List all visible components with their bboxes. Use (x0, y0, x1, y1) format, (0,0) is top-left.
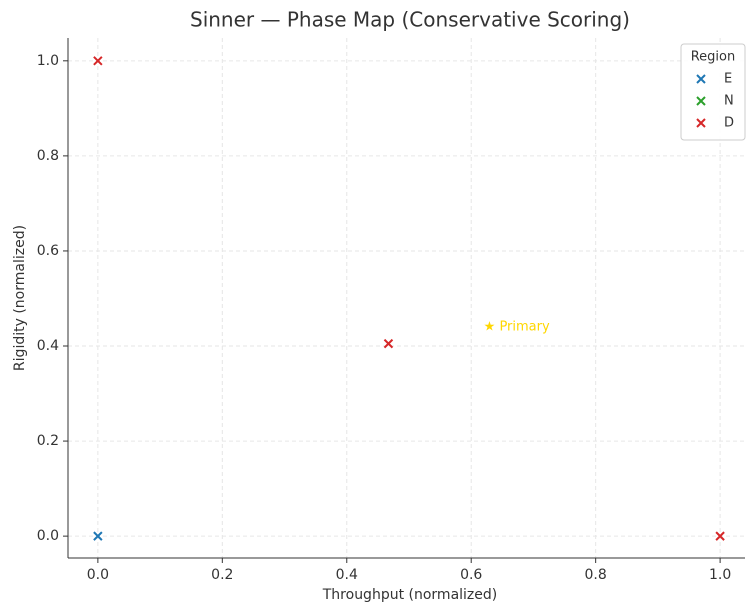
legend-marker (696, 118, 706, 128)
legend-marker (696, 74, 706, 84)
y-tick-label: 0.8 (37, 148, 59, 164)
point (93, 56, 103, 66)
x-tick-label: 0.2 (211, 567, 233, 583)
y-axis-label: Rigidity (normalized) (12, 225, 28, 371)
x-tick-label: 0.4 (336, 567, 358, 583)
point (93, 531, 103, 541)
legend-label: N (724, 94, 734, 109)
x-tick-label: 0.8 (585, 567, 607, 583)
point (715, 531, 725, 541)
y-tick-label: 0.6 (37, 243, 59, 259)
legend-label: D (724, 116, 734, 131)
legend-label: E (724, 72, 732, 87)
y-tick-label: 0.2 (37, 433, 59, 449)
annotation: ★ Primary (484, 319, 550, 334)
legend-marker (696, 96, 706, 106)
y-tick-label: 0.0 (37, 528, 59, 544)
x-axis-label: Throughput (normalized) (322, 587, 498, 603)
y-tick-label: 1.0 (37, 53, 59, 69)
chart-title: Sinner — Phase Map (Conservative Scoring… (190, 8, 630, 32)
legend-title: Region (691, 50, 736, 65)
x-tick-label: 0.6 (460, 567, 482, 583)
x-tick-label: 1.0 (709, 567, 731, 583)
legend-box (680, 43, 746, 141)
point (383, 338, 394, 349)
x-tick-label: 0.0 (87, 567, 109, 583)
y-tick-label: 0.4 (37, 338, 59, 354)
